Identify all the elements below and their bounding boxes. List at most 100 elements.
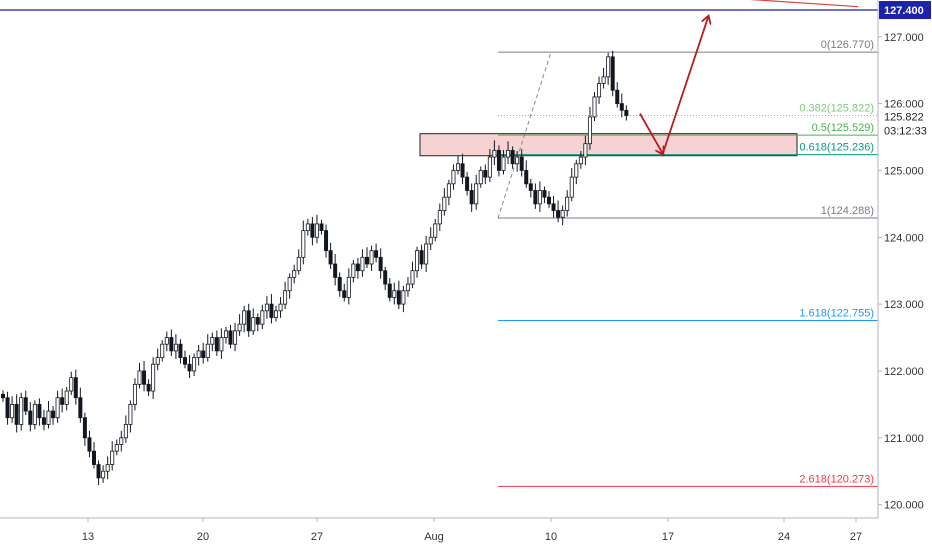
candle[interactable] [515, 151, 520, 172]
candle[interactable] [615, 82, 620, 108]
candle[interactable] [587, 106, 592, 150]
candle[interactable] [424, 235, 429, 273]
candle[interactable] [346, 268, 351, 305]
candle[interactable] [101, 465, 106, 483]
candle[interactable] [474, 174, 479, 210]
candle[interactable] [483, 164, 488, 185]
annotation-arrow[interactable] [639, 113, 663, 154]
candle[interactable] [242, 305, 247, 333]
candle[interactable] [415, 246, 420, 278]
candle[interactable] [205, 334, 210, 362]
candle[interactable] [455, 155, 460, 175]
candle[interactable] [565, 190, 570, 217]
candle[interactable] [278, 297, 283, 318]
candle[interactable] [219, 328, 224, 359]
annotation-trend-line[interactable] [708, 0, 859, 8]
candle[interactable] [142, 360, 147, 392]
candle[interactable] [187, 355, 192, 378]
candle[interactable] [146, 379, 151, 397]
candle[interactable] [542, 186, 547, 204]
candle[interactable] [319, 219, 324, 235]
candle[interactable] [374, 243, 379, 263]
candle[interactable] [110, 441, 115, 471]
candle[interactable] [264, 296, 269, 319]
candle[interactable] [506, 141, 511, 165]
candle[interactable] [428, 227, 433, 250]
candle[interactable] [569, 168, 574, 202]
candle[interactable] [310, 216, 315, 246]
candle[interactable] [92, 442, 97, 469]
candle[interactable] [364, 247, 369, 269]
candle[interactable] [55, 390, 60, 423]
candle[interactable] [132, 378, 137, 411]
candle[interactable] [233, 322, 238, 352]
candle[interactable] [396, 280, 401, 310]
candle[interactable] [137, 362, 142, 389]
candle[interactable] [405, 277, 410, 297]
candle[interactable] [155, 348, 160, 371]
candle[interactable] [78, 387, 83, 423]
candle[interactable] [496, 145, 501, 177]
candle[interactable] [96, 460, 101, 485]
candle[interactable] [519, 149, 524, 177]
candle[interactable] [192, 353, 197, 376]
candle[interactable] [23, 390, 28, 416]
candle[interactable] [60, 388, 65, 413]
candle[interactable] [273, 305, 278, 322]
candle[interactable] [246, 303, 251, 337]
candle[interactable] [492, 140, 497, 166]
candle[interactable] [128, 400, 133, 433]
candle[interactable] [337, 272, 342, 297]
candle[interactable] [360, 249, 365, 277]
candle[interactable] [296, 249, 301, 275]
candle[interactable] [82, 412, 87, 446]
candle[interactable] [5, 391, 10, 425]
candle[interactable] [460, 153, 465, 185]
candle[interactable] [328, 242, 333, 270]
candle[interactable] [583, 135, 588, 166]
candle[interactable] [269, 294, 274, 324]
candle[interactable] [387, 278, 392, 302]
candle[interactable] [619, 93, 624, 118]
candle[interactable] [32, 400, 37, 430]
candle[interactable] [324, 224, 329, 258]
candle[interactable] [287, 273, 292, 299]
candle[interactable] [114, 439, 119, 456]
candle[interactable] [228, 324, 233, 349]
candle[interactable] [301, 220, 306, 265]
candle[interactable] [355, 257, 360, 279]
candle[interactable] [501, 150, 506, 175]
candle[interactable] [574, 159, 579, 185]
candle[interactable] [601, 67, 606, 89]
candle[interactable] [210, 332, 215, 352]
candle[interactable] [251, 308, 256, 335]
candle[interactable] [556, 200, 561, 223]
candle[interactable] [606, 52, 611, 85]
candle[interactable] [0, 390, 6, 402]
candle[interactable] [560, 205, 565, 226]
candle[interactable] [37, 398, 42, 426]
candle[interactable] [292, 264, 297, 284]
candle[interactable] [578, 151, 583, 169]
candle[interactable] [524, 160, 529, 188]
candle[interactable] [196, 344, 201, 366]
candle[interactable] [46, 401, 51, 429]
candle[interactable] [442, 188, 447, 216]
candle[interactable] [533, 183, 538, 209]
candle[interactable] [214, 330, 219, 356]
candle[interactable] [64, 386, 69, 411]
candle[interactable] [610, 50, 615, 97]
candle[interactable] [51, 406, 56, 425]
candle[interactable] [160, 340, 165, 362]
candle[interactable] [41, 409, 46, 431]
candle[interactable] [87, 430, 92, 458]
candle[interactable] [419, 244, 424, 270]
candle[interactable] [14, 394, 19, 433]
candle[interactable] [510, 146, 515, 169]
candle[interactable] [260, 304, 265, 330]
candle[interactable] [469, 183, 474, 212]
candle[interactable] [283, 281, 288, 310]
candle[interactable] [478, 166, 483, 188]
